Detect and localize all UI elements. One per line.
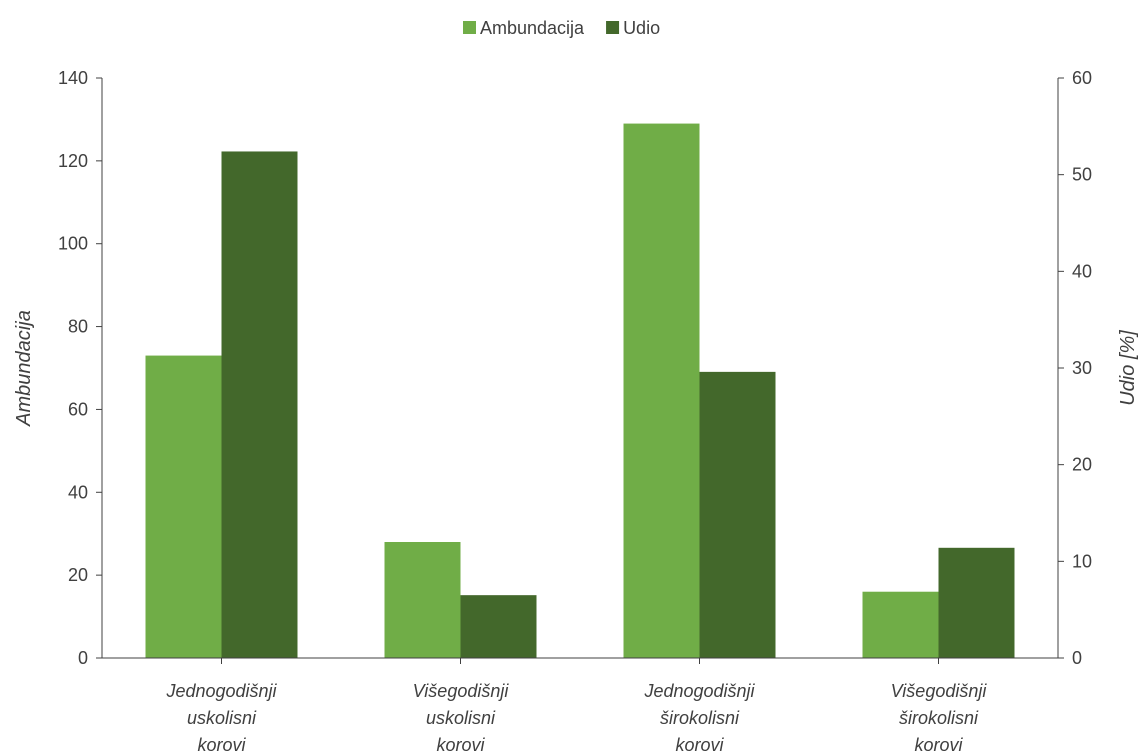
left-tick-label: 120 <box>58 151 88 171</box>
category-label-line: Višegodišnji <box>413 681 510 701</box>
right-tick-label: 10 <box>1072 551 1092 571</box>
category-label: Jednogodišnji širokolisni korovi <box>643 681 755 755</box>
left-tick-label: 140 <box>58 68 88 88</box>
y-axis-title-right: Udio [%] <box>1117 330 1139 406</box>
right-tick-label: 40 <box>1072 261 1092 281</box>
category-label-line: uskolisni <box>187 708 257 728</box>
category-label-line: Višegodišnji <box>891 681 988 701</box>
right-tick-label: 0 <box>1072 648 1082 668</box>
category-label: Višegodišnji uskolisni korovi <box>413 681 510 755</box>
left-tick-label: 20 <box>68 565 88 585</box>
category-label-line: korovi <box>436 735 485 755</box>
bar-ambundacija-4 <box>862 591 939 658</box>
legend-label-udio: Udio <box>623 18 660 38</box>
right-tick-label: 60 <box>1072 68 1092 88</box>
legend-swatch-udio <box>606 21 620 34</box>
bar-ambundacija-3 <box>623 123 700 659</box>
axes <box>96 77 1064 664</box>
right-tick-label: 20 <box>1072 455 1092 475</box>
left-tick-label: 0 <box>78 648 88 668</box>
right-tick-label: 50 <box>1072 165 1092 185</box>
bar-udio-2 <box>460 595 537 658</box>
bar-ambundacija-2 <box>384 542 461 658</box>
legend-label-ambundacija: Ambundacija <box>480 18 585 38</box>
left-tick-label: 80 <box>68 317 88 337</box>
legend-swatch-ambundacija <box>463 21 476 34</box>
category-label-line: Jednogodišnji <box>643 681 755 701</box>
category-label: Jednogodišnji uskolisni korovi <box>165 681 277 755</box>
left-tick-label: 60 <box>68 399 88 419</box>
bars <box>145 123 1015 659</box>
left-tick-label: 100 <box>58 234 88 254</box>
bar-udio-3 <box>699 371 776 658</box>
y-axis-title: Ambundacija <box>13 310 35 427</box>
left-tick-label: 40 <box>68 482 88 502</box>
category-label: Višegodišnji širokolisni korovi <box>891 681 988 755</box>
category-label-line: uskolisni <box>426 708 496 728</box>
right-tick-label: 30 <box>1072 358 1092 378</box>
labels: 0 20 40 60 80 100 120 140 0 10 20 30 40 50 60 Jednogodi… <box>13 68 1139 755</box>
category-label-line: korovi <box>675 735 724 755</box>
bar-udio-4 <box>938 547 1015 658</box>
category-label-line: korovi <box>197 735 246 755</box>
bar-ambundacija-1 <box>145 355 222 658</box>
category-label-line: širokolisni <box>899 708 979 728</box>
bar-udio-1 <box>221 151 298 658</box>
legend: Ambundacija Udio <box>463 18 660 38</box>
category-label-line: Jednogodišnji <box>165 681 277 701</box>
category-label-line: korovi <box>914 735 963 755</box>
category-label-line: širokolisni <box>660 708 740 728</box>
